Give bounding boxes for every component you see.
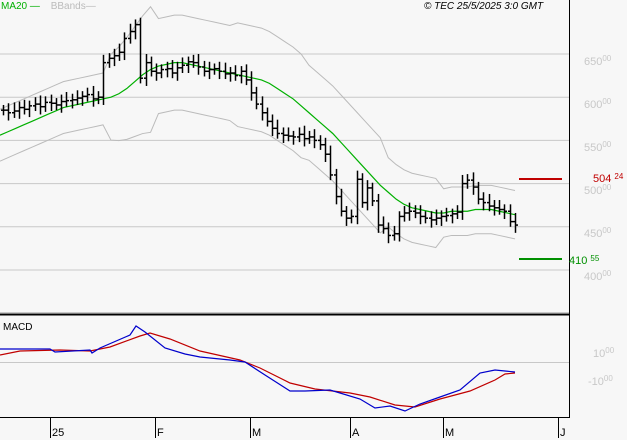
- x-axis-label: A: [352, 427, 360, 439]
- chart-credit: © TEC 25/5/2025 3:0 GMT: [424, 1, 544, 12]
- legend-bbands: BBands—: [50, 1, 96, 12]
- x-axis-label: F: [157, 427, 164, 439]
- support-level-label: 410 55: [569, 254, 600, 267]
- legend-ma20: MA20 —: [1, 1, 40, 12]
- macd-axis-label: -1000: [588, 374, 613, 388]
- bband-upper: [0, 5, 516, 192]
- ma20-line: [0, 62, 516, 216]
- macd-panel-title: MACD: [3, 322, 33, 333]
- price-axis-label: 40000: [584, 269, 612, 283]
- macd-signal-line: [0, 332, 516, 408]
- price-axis-label: 60000: [584, 97, 612, 111]
- x-axis-label: M: [445, 427, 455, 439]
- bband-lower: [0, 109, 516, 249]
- price-axis-label: 50000: [584, 183, 612, 197]
- price-axis-label: 65000: [584, 54, 612, 68]
- x-axis-label: M: [252, 427, 262, 439]
- x-axis-label: J: [560, 427, 566, 439]
- x-axis-label: 25: [52, 427, 65, 439]
- resistance-level-label: 504 24: [593, 172, 624, 185]
- macd-axis-label: 1000: [593, 346, 615, 360]
- price-axis-label: 45000: [584, 226, 612, 240]
- price-axis-label: 55000: [584, 140, 612, 154]
- macd-line: [0, 325, 516, 412]
- legend: MA20 — BBands—: [1, 1, 96, 12]
